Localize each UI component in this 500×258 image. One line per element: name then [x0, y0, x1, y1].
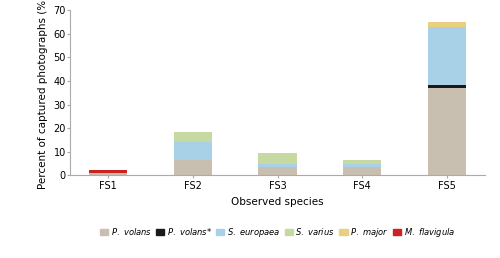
X-axis label: Observed species: Observed species	[231, 197, 324, 207]
Bar	[428, 22, 466, 27]
Y-axis label: Percent of captured photographs (%): Percent of captured photographs (%)	[38, 0, 48, 189]
Bar	[89, 170, 127, 173]
Bar	[174, 160, 212, 175]
Legend: $\it{P.\ volans}$, $\it{P.\ volans}$*, $\it{S.\ europaea}$, $\it{S.\ varius}$, $: $\it{P.\ volans}$, $\it{P.\ volans}$*, $…	[100, 226, 456, 239]
Bar	[258, 164, 296, 167]
Bar	[343, 160, 382, 164]
Bar	[428, 88, 466, 175]
Bar	[428, 27, 466, 85]
Bar	[258, 167, 296, 175]
Bar	[89, 173, 127, 175]
Bar	[258, 153, 296, 164]
Bar	[343, 167, 382, 175]
Bar	[428, 85, 466, 88]
Bar	[343, 164, 382, 167]
Bar	[174, 142, 212, 160]
Bar	[174, 132, 212, 142]
